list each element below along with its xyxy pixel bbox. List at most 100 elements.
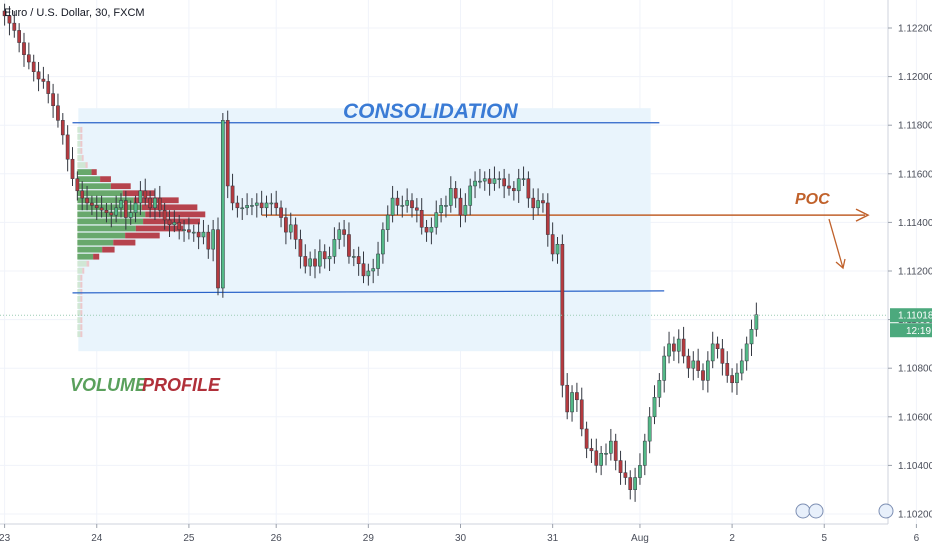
volume-profile-up-bar [77,218,144,225]
candle-body [332,239,337,257]
volume-profile-down-bar [135,225,184,232]
volume-profile-up-bar [77,225,136,232]
candle-body [589,448,594,452]
candle-body [90,202,94,206]
candle-body [376,253,380,269]
volume-profile-up-bar [77,155,82,161]
candle-body [2,10,7,17]
volume-profile-up-bar [77,148,81,154]
candle-body [221,120,225,289]
candle-body [749,329,754,345]
candle-body [390,197,395,216]
volume-profile-up-bar [77,141,81,147]
volume-profile-up-bar [77,260,87,267]
calendar-event-icon [808,503,824,519]
candle-body [41,78,46,82]
candle-body [492,178,497,184]
price-tick-label: 1.12200 [898,24,932,35]
candle-body [167,219,172,226]
candle-body [138,190,143,204]
candle-body [12,22,17,31]
candle-body [706,360,710,381]
time-tick-label: 23 [0,533,11,544]
volume-profile-down-bar [81,155,84,161]
candle-body [502,178,506,187]
candle-body [681,338,686,357]
volume-profile-up-bar [77,190,123,197]
candle-body [109,212,114,216]
candle-body [618,460,623,473]
candle-body [225,120,230,187]
candle-body [172,222,177,226]
candle-body [473,180,477,187]
candle-body [230,185,235,204]
volume-profile-up-bar [77,126,81,133]
volume-profile-down-bar [145,211,206,218]
candle-body [599,453,603,466]
price-tick-label: 1.11200 [898,267,932,278]
price-tick-label: 1.10600 [898,412,932,423]
volume-profile-down-bar [80,324,83,331]
poc-arrow-head [855,208,870,222]
candle-body [725,363,730,376]
candle-body [124,200,128,218]
candle-body [613,440,618,461]
candle-body [269,202,274,205]
price-axis: 1.102001.104001.106001.108001.110001.112… [887,0,932,524]
candle-body [51,93,55,107]
candle-body [633,477,637,490]
candle-body [366,270,371,277]
candle-body [254,202,259,206]
time-tick-label: 24 [91,533,103,544]
volume-profile-up-bar [77,296,81,302]
candle-body [541,200,545,204]
candle-body [662,355,667,381]
volume-profile-up-bar [77,281,81,288]
candle-body [686,355,691,369]
symbol-title: Euro / U.S. Dollar, 30, FXCM [4,7,145,19]
candle-body [216,229,220,289]
profile-label: PROFILE [142,375,221,395]
volume-profile-up-bar [77,288,81,295]
time-tick-label: Aug [631,533,649,544]
candle-body [448,188,453,206]
candle-body [739,360,744,374]
candle-body [94,205,99,209]
volume-profile-down-bar [85,162,88,168]
candle-body [381,229,385,255]
candle-body [259,202,264,209]
candle-body [157,197,162,211]
volume-profile-down-bar [143,218,201,225]
candle-body [99,207,104,211]
candle-body [313,258,317,267]
candle-body [482,178,487,182]
candle-body [288,224,293,233]
price-tick-label: 1.12000 [898,72,932,83]
candle-body [444,205,448,207]
candle-body [240,207,245,210]
volume-profile-up-bar [77,204,142,211]
time-tick-label: 30 [455,533,467,544]
candle-body [191,231,196,234]
candle-body [298,239,303,257]
volume-profile-up-bar [77,169,92,175]
time-axis: 23 24 25 26 29 30 31 Aug 2 5 6 [0,523,920,544]
candle-body [327,256,332,260]
volume-profile-down-bar [80,296,83,302]
poc-label: POC [795,191,830,208]
candle-body [7,15,12,24]
candle-body [710,343,715,362]
volume-profile-up-bar [77,331,81,338]
volume-profile-up-bar [77,239,114,246]
candle-body [187,229,191,233]
candle-body [400,205,405,207]
volume-profile-up-bar [77,133,81,140]
countdown-tag [890,323,932,338]
candle-body [318,251,322,267]
candle-body [75,178,80,192]
candle-body [468,185,473,206]
candle-body [264,202,269,209]
volume-profile-down-bar [80,331,83,338]
